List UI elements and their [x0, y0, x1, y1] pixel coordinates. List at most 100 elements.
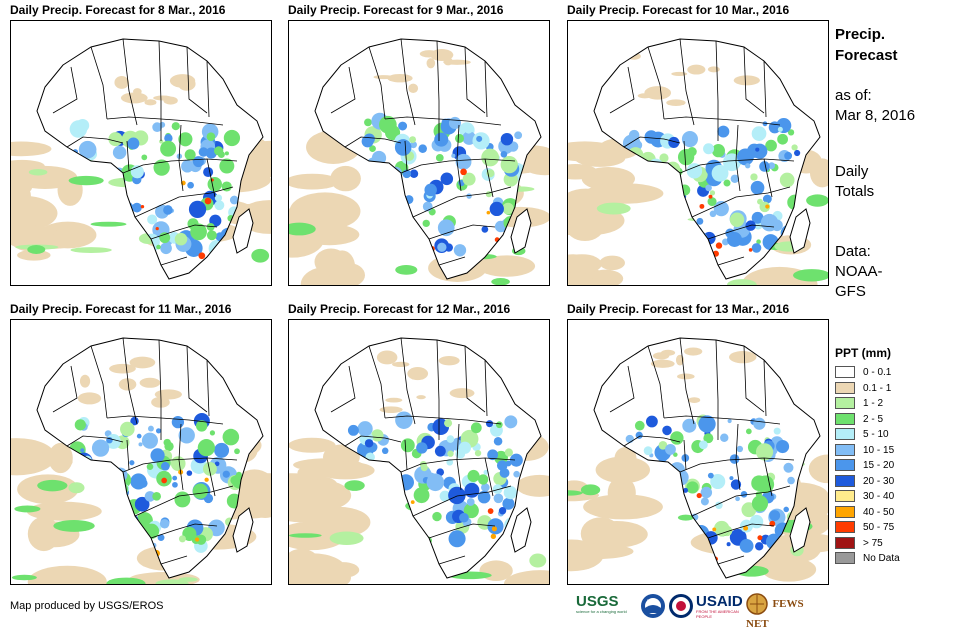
land-precip-cell: [395, 411, 413, 429]
legend-label: No Data: [863, 553, 900, 564]
madagascar-coastline: [232, 507, 254, 553]
land-precip-cell: [647, 463, 666, 481]
sahara-precip-cell: [419, 50, 439, 58]
land-precip-cell: [192, 483, 208, 499]
country-borders: [330, 337, 516, 565]
country-border: [763, 359, 767, 417]
legend-swatch: [835, 474, 855, 487]
ocean-precip-blob: [48, 442, 73, 474]
legend-label: 1 - 2: [863, 398, 884, 409]
land-precip-cell: [181, 160, 194, 173]
sahara-precip-cell: [379, 406, 403, 413]
land-precip-cell: [657, 535, 663, 541]
country-border: [436, 40, 440, 141]
land-precip-cell: [432, 511, 442, 522]
land-precip-cell: [700, 486, 713, 499]
country-border: [707, 523, 775, 539]
legend-label: 15 - 20: [863, 460, 895, 471]
heavy-precip-cell: [194, 537, 200, 542]
ocean-precip-blob: [39, 221, 97, 249]
land-precip-cell: [751, 211, 764, 224]
land-precip-cell: [703, 433, 714, 444]
data-line2: NOAA-: [835, 263, 883, 280]
land-precip-cell: [347, 424, 359, 436]
heavy-precip-cell: [410, 500, 415, 504]
land-precip-cell: [659, 518, 668, 526]
land-precip-cell: [106, 522, 112, 528]
land-precip-cell: [178, 535, 186, 543]
land-precip-cell: [380, 513, 398, 531]
land-precip-cell: [749, 514, 764, 529]
noaa-logo-text: NOAA: [647, 598, 659, 603]
land-precip-cell: [777, 133, 788, 145]
heavy-precip-cell: [198, 252, 206, 260]
land-precip-cell: [668, 136, 680, 148]
land-precip-cell: [376, 533, 390, 547]
land-precip-cell: [171, 122, 180, 131]
country-border: [106, 415, 224, 425]
land-precip-cell: [159, 519, 170, 529]
land-precip-cell: [364, 439, 374, 448]
country-border: [456, 124, 462, 192]
land-precip-cell: [364, 118, 372, 127]
land-precip-cell: [112, 498, 127, 513]
land-precip-cell: [222, 470, 230, 478]
heavy-precip-cell: [699, 203, 705, 209]
sahara-precip-cell: [133, 88, 142, 96]
land-precip-cell: [134, 496, 150, 512]
land-precip-cell: [466, 193, 472, 199]
land-precip-cell: [467, 469, 480, 483]
noaa-emblem-icon: NOAA: [641, 594, 665, 618]
usaid-logo: USAID FROM THE AMERICAN PEOPLE: [696, 593, 744, 621]
land-precip-cell: [673, 452, 678, 457]
land-precip-cell: [509, 453, 523, 467]
ocean-precip-blob: [503, 570, 549, 584]
land-precip-cell: [730, 174, 740, 183]
country-border: [90, 345, 108, 419]
land-precip-cell: [178, 132, 193, 147]
usaid-tagline: FROM THE AMERICAN PEOPLE: [696, 609, 739, 619]
coastline: [314, 38, 542, 280]
country-border: [464, 345, 486, 413]
legend-item: 30 - 40: [835, 490, 894, 504]
country-border: [484, 158, 494, 198]
heavy-precip-cell: [490, 533, 497, 540]
country-border: [763, 158, 773, 198]
country-border: [743, 345, 765, 413]
heavy-precip-cell: [748, 248, 753, 252]
country-border: [106, 116, 224, 126]
country-border: [126, 439, 130, 471]
ocean-rain-band: [395, 264, 418, 275]
land-precip-cell: [153, 159, 170, 176]
africa-map-svg: [11, 337, 271, 584]
madagascar-coastline: [789, 208, 811, 254]
ocean-precip-blob: [585, 521, 648, 548]
land-precip-cell: [751, 495, 769, 512]
country-border: [344, 136, 402, 148]
country-border: [436, 339, 440, 440]
heavy-precip-cell: [715, 242, 723, 249]
land-precip-cell: [120, 213, 130, 223]
land-precip-cell: [496, 460, 508, 471]
country-border: [691, 485, 791, 517]
country-border: [206, 158, 216, 198]
legend-label: 50 - 75: [863, 522, 895, 533]
land-precip-cell: [756, 239, 761, 245]
ocean-precip-blob: [291, 565, 351, 584]
legend-item: 20 - 30: [835, 474, 894, 489]
heavy-precip-cell: [757, 535, 763, 541]
legend-swatch: [835, 490, 855, 503]
ocean-precip-blob: [289, 437, 336, 453]
land-precip-cell: [420, 464, 428, 472]
country-border: [384, 415, 502, 425]
heavy-precip-cell: [129, 541, 135, 548]
land-precip-cell: [686, 481, 699, 494]
madagascar-coastline: [789, 507, 811, 553]
panel-title: Daily Precip. Forecast for 13 Mar., 2016: [567, 302, 790, 316]
land-precip-cell: [735, 496, 740, 502]
country-borders: [330, 38, 516, 266]
ocean-precip-blob: [599, 255, 625, 271]
land-precip-cell: [729, 212, 745, 227]
land-precip-cell: [489, 201, 504, 217]
side-title-line2: Forecast: [835, 47, 898, 64]
